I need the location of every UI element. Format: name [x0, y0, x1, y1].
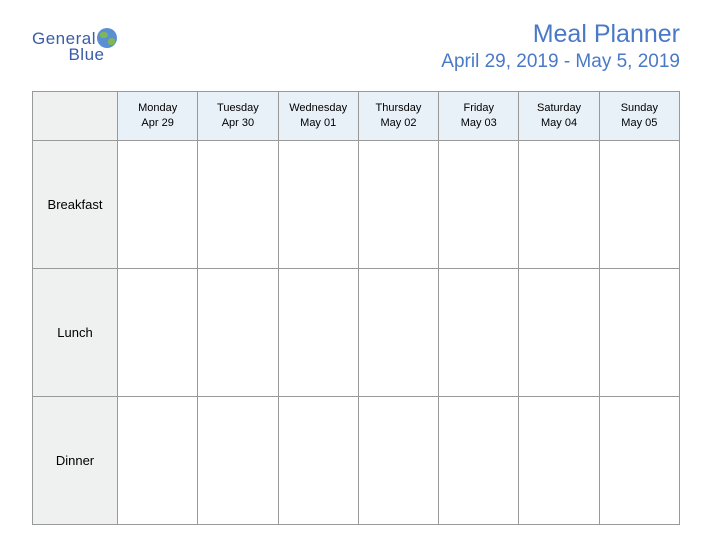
meal-cell[interactable] — [198, 268, 278, 396]
meal-cell[interactable] — [358, 268, 438, 396]
day-date: Apr 30 — [202, 116, 273, 131]
meal-cell[interactable] — [599, 140, 679, 268]
day-header-mon: Monday Apr 29 — [118, 92, 198, 141]
day-date: May 02 — [363, 116, 434, 131]
day-header-sun: Sunday May 05 — [599, 92, 679, 141]
logo-word-blue: Blue — [68, 46, 104, 63]
day-name: Monday — [122, 101, 193, 116]
date-range: April 29, 2019 - May 5, 2019 — [441, 51, 680, 73]
day-name: Thursday — [363, 101, 434, 116]
meal-cell[interactable] — [198, 396, 278, 524]
meal-cell[interactable] — [278, 396, 358, 524]
logo-word-general: General — [32, 30, 96, 47]
logo: General Blue — [32, 20, 117, 63]
meal-row-breakfast: Breakfast — [33, 140, 680, 268]
meal-cell[interactable] — [278, 268, 358, 396]
meal-cell[interactable] — [439, 140, 519, 268]
page-title: Meal Planner — [441, 20, 680, 49]
day-name: Friday — [443, 101, 514, 116]
meal-cell[interactable] — [118, 268, 198, 396]
meal-label-dinner: Dinner — [33, 396, 118, 524]
meal-cell[interactable] — [358, 140, 438, 268]
day-date: May 04 — [523, 116, 594, 131]
meal-cell[interactable] — [599, 396, 679, 524]
day-header-sat: Saturday May 04 — [519, 92, 599, 141]
day-header-tue: Tuesday Apr 30 — [198, 92, 278, 141]
meal-cell[interactable] — [519, 140, 599, 268]
day-date: Apr 29 — [122, 116, 193, 131]
header-row: Monday Apr 29 Tuesday Apr 30 Wednesday M… — [33, 92, 680, 141]
day-name: Tuesday — [202, 101, 273, 116]
meal-cell[interactable] — [118, 396, 198, 524]
meal-cell[interactable] — [519, 396, 599, 524]
meal-cell[interactable] — [358, 396, 438, 524]
meal-label-breakfast: Breakfast — [33, 140, 118, 268]
meal-cell[interactable] — [278, 140, 358, 268]
day-date: May 01 — [283, 116, 354, 131]
day-name: Wednesday — [283, 101, 354, 116]
meal-cell[interactable] — [519, 268, 599, 396]
meal-cell[interactable] — [439, 268, 519, 396]
meal-label-lunch: Lunch — [33, 268, 118, 396]
meal-row-lunch: Lunch — [33, 268, 680, 396]
meal-planner-table: Monday Apr 29 Tuesday Apr 30 Wednesday M… — [32, 91, 680, 525]
meal-cell[interactable] — [599, 268, 679, 396]
day-name: Sunday — [604, 101, 675, 116]
day-header-fri: Friday May 03 — [439, 92, 519, 141]
meal-row-dinner: Dinner — [33, 396, 680, 524]
day-header-wed: Wednesday May 01 — [278, 92, 358, 141]
day-name: Saturday — [523, 101, 594, 116]
meal-cell[interactable] — [439, 396, 519, 524]
day-header-thu: Thursday May 02 — [358, 92, 438, 141]
corner-cell — [33, 92, 118, 141]
meal-cell[interactable] — [198, 140, 278, 268]
meal-cell[interactable] — [118, 140, 198, 268]
header-row: General Blue Meal Planner April 29, 2019… — [32, 20, 680, 73]
title-block: Meal Planner April 29, 2019 - May 5, 201… — [441, 20, 680, 73]
day-date: May 05 — [604, 116, 675, 131]
day-date: May 03 — [443, 116, 514, 131]
